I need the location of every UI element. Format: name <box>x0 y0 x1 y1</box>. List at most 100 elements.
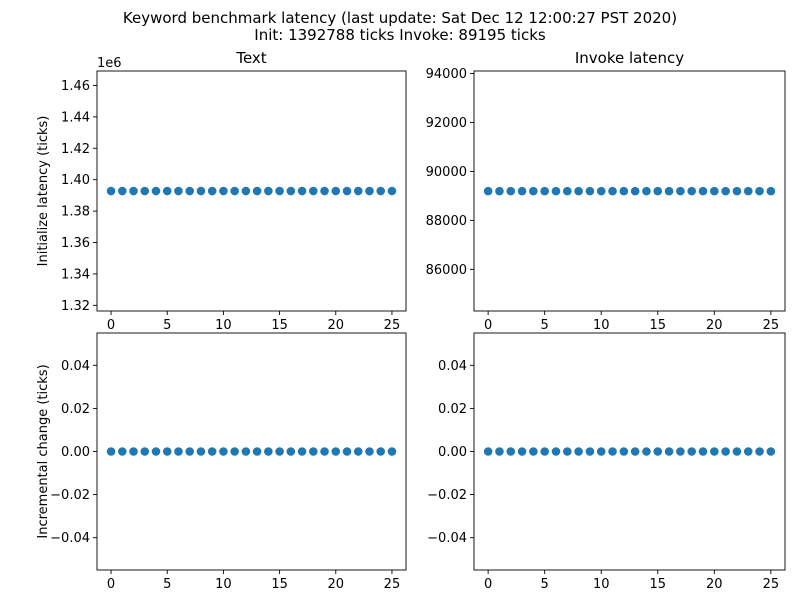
subplot-invoke: 0 5 10 15 20 25 86000 88000 90000 92000 94000 Invok… <box>426 49 786 333</box>
y-tick-label: 94000 <box>426 67 467 82</box>
data-point <box>755 186 764 196</box>
x-tick-label: 5 <box>163 318 171 333</box>
data-point <box>162 447 172 456</box>
figure-subtitle: Init: 1392788 ticks Invoke: 89195 ticks <box>254 26 546 44</box>
x-tick-label: 20 <box>327 577 344 592</box>
data-point <box>320 447 329 456</box>
data-point <box>342 447 352 456</box>
data-point <box>619 186 629 196</box>
data-point <box>275 447 284 456</box>
data-point <box>376 447 386 456</box>
data-point <box>585 186 595 196</box>
data-point <box>653 186 663 196</box>
data-point <box>252 447 262 456</box>
x-tick-label: 10 <box>215 318 232 333</box>
data-point <box>563 447 572 456</box>
data-point <box>309 186 318 196</box>
data-point <box>732 186 742 196</box>
y-tick-label: 0.02 <box>438 402 467 417</box>
y-tick-label: 1.38 <box>61 205 90 220</box>
data-point <box>743 186 753 196</box>
y-tick-label: 0.04 <box>61 359 90 374</box>
y-axis-label: Incremental change (ticks) <box>36 364 51 538</box>
x-tick-label: 25 <box>384 577 401 592</box>
x-tick-label: 15 <box>271 318 288 333</box>
x-tick-label: 20 <box>706 318 723 333</box>
data-point <box>286 186 296 196</box>
data-point <box>219 186 228 196</box>
subplot-text-change: 0 5 10 15 20 25 −0.04 −0.02 0.00 0.02 0.04 Incremen… <box>36 332 407 592</box>
data-point <box>252 186 262 196</box>
y-tick-label: 92000 <box>426 116 467 131</box>
data-point <box>551 447 561 456</box>
data-point <box>353 447 363 456</box>
y-tick-label: 86000 <box>426 263 467 278</box>
data-point <box>196 447 206 456</box>
y-tick-label: −0.02 <box>50 488 90 503</box>
x-tick-label: 10 <box>593 577 610 592</box>
data-point <box>483 186 493 196</box>
data-point <box>230 186 239 196</box>
data-point <box>185 447 194 456</box>
data-point <box>297 447 307 456</box>
x-tick-label: 15 <box>649 318 666 333</box>
y-tick-label: 1.46 <box>61 79 90 94</box>
y-tick-label: −0.02 <box>427 488 467 503</box>
data-point <box>551 186 561 196</box>
data-point <box>698 186 708 196</box>
data-point <box>140 186 150 196</box>
x-tick-label: 5 <box>541 577 549 592</box>
x-tick-label: 15 <box>649 577 666 592</box>
x-tick-label: 25 <box>384 318 401 333</box>
x-tick-label: 10 <box>593 318 610 333</box>
data-point <box>653 447 663 456</box>
y-tick-label: 1.32 <box>61 299 90 314</box>
data-point <box>540 186 549 196</box>
data-point <box>387 447 397 456</box>
data-point <box>710 186 719 196</box>
data-point <box>755 447 764 456</box>
data-point <box>483 447 493 456</box>
data-point <box>676 447 685 456</box>
data-point <box>529 186 538 196</box>
data-point <box>608 186 617 196</box>
data-point <box>365 447 374 456</box>
data-point <box>309 447 318 456</box>
y-tick-label: 90000 <box>426 165 467 180</box>
data-point <box>207 447 217 456</box>
data-point <box>365 186 374 196</box>
data-point <box>664 447 674 456</box>
data-point <box>196 186 206 196</box>
data-point <box>517 186 527 196</box>
subplot-title: Invoke latency <box>575 49 684 67</box>
data-point <box>342 186 352 196</box>
data-point <box>506 186 516 196</box>
data-point <box>630 447 640 456</box>
data-point <box>174 447 183 456</box>
data-point <box>219 447 228 456</box>
x-tick-label: 0 <box>484 318 492 333</box>
data-point <box>264 186 273 196</box>
data-point <box>721 186 730 196</box>
y-tick-label: −0.04 <box>50 531 90 546</box>
y-tick-label: 0.02 <box>61 402 90 417</box>
data-point <box>320 186 329 196</box>
data-point <box>630 186 640 196</box>
x-tick-label: 0 <box>484 577 492 592</box>
data-point <box>207 186 217 196</box>
y-tick-label: 0.04 <box>438 359 467 374</box>
data-point <box>117 186 127 196</box>
data-point <box>517 447 527 456</box>
x-tick-label: 10 <box>215 577 232 592</box>
data-point <box>117 447 127 456</box>
data-point <box>710 447 719 456</box>
y-tick-label: 0.00 <box>61 445 90 460</box>
data-point <box>241 186 251 196</box>
data-point <box>286 447 296 456</box>
y-tick-label: 0.00 <box>438 445 467 460</box>
data-point <box>676 186 685 196</box>
data-point <box>698 447 708 456</box>
data-point <box>766 447 776 456</box>
x-tick-label: 25 <box>763 577 780 592</box>
